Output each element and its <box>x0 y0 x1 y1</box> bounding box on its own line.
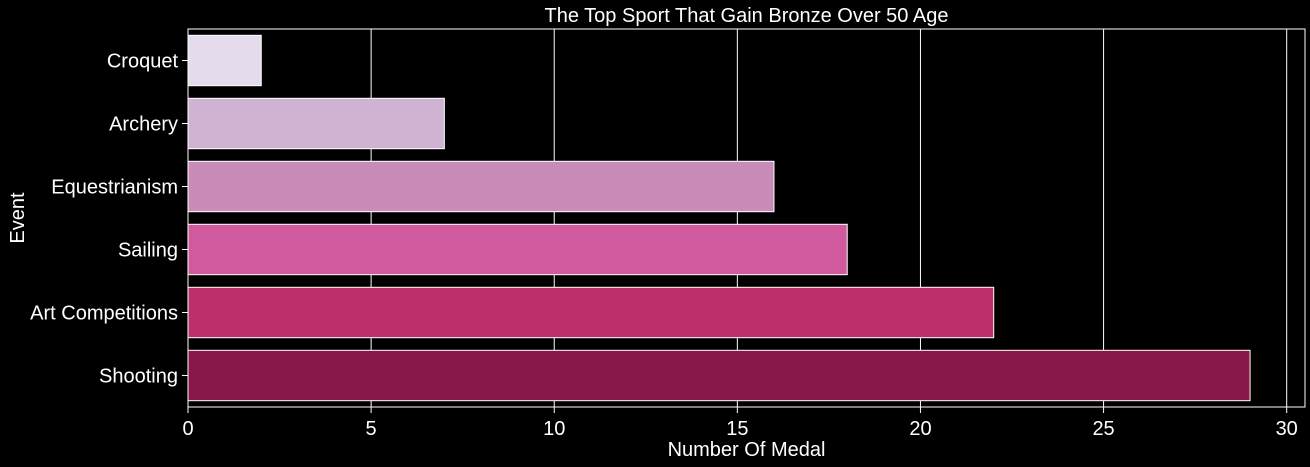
x-axis-ticks: 0 5 10 15 20 25 30 <box>182 407 1298 440</box>
x-tick-label: 15 <box>726 418 748 440</box>
x-axis-label: Number Of Medal <box>668 439 826 461</box>
x-tick-label: 20 <box>909 418 931 440</box>
bars <box>187 34 1251 402</box>
bar-archery <box>187 97 445 150</box>
y-tick-label: Shooting <box>99 366 178 388</box>
x-tick-label: 0 <box>182 418 193 440</box>
y-tick-label: Art Competitions <box>30 303 178 325</box>
y-tick-label: Equestrianism <box>51 177 178 199</box>
bar-shooting <box>187 349 1251 402</box>
x-tick-label: 10 <box>543 418 565 440</box>
plot-frame <box>187 28 1306 408</box>
y-axis-label: Event <box>7 192 29 244</box>
x-tick-label: 25 <box>1092 418 1114 440</box>
y-tick-label: Sailing <box>118 240 178 262</box>
x-tick-label: 30 <box>1276 418 1298 440</box>
x-tick-label: 5 <box>366 418 377 440</box>
y-axis-ticks: Croquet Archery Equestrianism Sailing Art Co… <box>30 51 188 388</box>
bar-croquet <box>187 34 262 87</box>
y-tick-label: Croquet <box>107 51 179 73</box>
y-tick-label: Archery <box>109 114 178 136</box>
bar-sailing <box>187 223 848 276</box>
bar-art-competitions <box>187 286 995 339</box>
chart-title: The Top Sport That Gain Bronze Over 50 A… <box>545 5 949 27</box>
axes-spines <box>187 28 1306 408</box>
bar-equestrianism <box>187 160 775 213</box>
